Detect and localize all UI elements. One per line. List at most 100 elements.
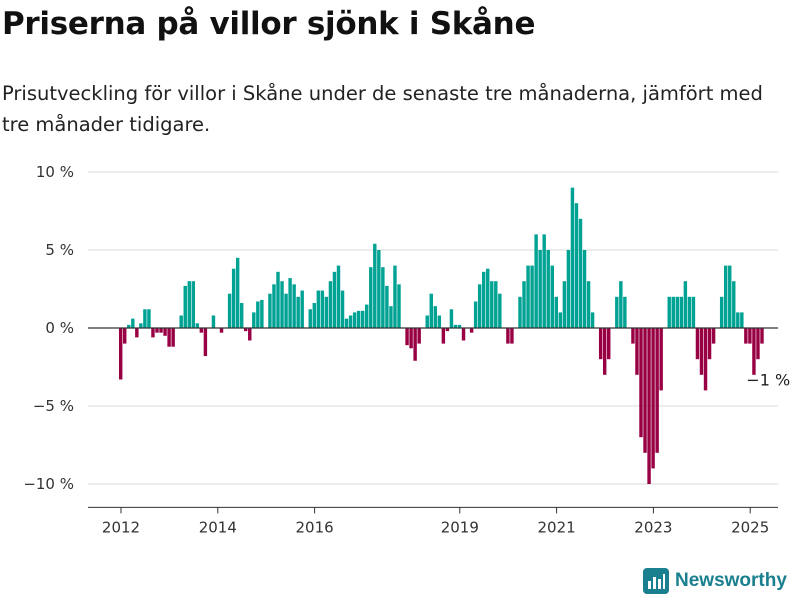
bar xyxy=(546,250,550,328)
bar xyxy=(413,328,417,361)
bar xyxy=(703,328,708,391)
bar xyxy=(679,296,684,328)
bar xyxy=(425,315,429,328)
bar xyxy=(748,328,752,344)
bar xyxy=(405,328,409,346)
bar xyxy=(619,281,623,328)
bar xyxy=(740,312,744,328)
bar xyxy=(340,290,345,328)
bar xyxy=(635,328,639,375)
bar xyxy=(623,296,627,328)
y-tick-label: −5 % xyxy=(33,397,74,415)
bar xyxy=(526,265,530,328)
bar xyxy=(252,312,256,328)
bar xyxy=(360,310,365,328)
bar xyxy=(643,328,647,453)
bar xyxy=(518,296,522,328)
bar xyxy=(239,303,244,328)
bar xyxy=(203,328,208,357)
bar xyxy=(578,218,583,328)
bar-chart: 10 % 5 % 0 % −5 % −10 % 2012 2014 2016 2019 2021 2… xyxy=(23,163,790,536)
bar xyxy=(260,299,264,328)
bar xyxy=(469,328,474,333)
bar xyxy=(131,318,135,328)
bar xyxy=(316,290,321,328)
bar xyxy=(393,265,397,328)
bar xyxy=(522,281,526,328)
tick-labels: 10 % 5 % 0 % −5 % −10 % 2012 2014 2016 2019 2021 2… xyxy=(23,163,790,536)
bar xyxy=(179,315,183,328)
bar xyxy=(167,328,171,347)
bar xyxy=(590,312,595,328)
bar xyxy=(461,328,466,341)
bar xyxy=(494,281,498,328)
bar xyxy=(687,296,692,328)
bar xyxy=(695,328,700,360)
grid-lines xyxy=(88,171,778,485)
bar xyxy=(288,278,292,328)
bar xyxy=(369,267,373,328)
bar xyxy=(562,281,567,328)
bar xyxy=(135,328,139,338)
page-subtitle: Prisutveckling för villor i Skåne under … xyxy=(2,82,763,136)
bar xyxy=(348,315,353,328)
bar xyxy=(570,187,575,328)
bar xyxy=(183,285,187,328)
bar xyxy=(147,309,151,328)
y-tick-label: −10 % xyxy=(23,475,74,493)
bar xyxy=(445,328,450,332)
bar xyxy=(320,290,325,328)
bar xyxy=(276,271,280,328)
bar xyxy=(647,328,651,484)
bar xyxy=(655,328,659,453)
bar xyxy=(352,312,357,328)
bar xyxy=(118,328,123,380)
x-tick-label: 2016 xyxy=(296,518,334,536)
bar xyxy=(566,250,571,328)
bar xyxy=(498,293,502,328)
latest-value-annotation: −1 % xyxy=(746,371,790,390)
logo-text: Newsworthy xyxy=(675,570,787,591)
bar xyxy=(191,281,196,328)
bar xyxy=(699,328,704,375)
bar xyxy=(300,290,304,328)
bar xyxy=(381,267,385,328)
bar xyxy=(506,328,510,344)
bar xyxy=(123,328,127,344)
bar xyxy=(284,293,288,328)
bar xyxy=(639,328,643,438)
bar xyxy=(344,318,349,328)
bar xyxy=(227,293,232,328)
bar xyxy=(139,323,143,328)
bar xyxy=(409,328,413,349)
bar xyxy=(691,296,696,328)
bar xyxy=(631,328,635,344)
bar xyxy=(373,243,377,328)
bar xyxy=(542,234,546,328)
bar xyxy=(195,323,200,328)
bar xyxy=(312,303,317,328)
bar xyxy=(187,281,191,328)
bar xyxy=(377,250,381,328)
page-title: Priserna på villor sjönk i Skåne xyxy=(2,6,536,42)
bar xyxy=(744,328,748,344)
bar xyxy=(211,315,216,328)
bar xyxy=(760,328,764,344)
bar xyxy=(574,203,579,328)
bar xyxy=(473,301,478,328)
bar xyxy=(728,265,732,328)
bar xyxy=(683,281,688,328)
bar xyxy=(336,265,341,328)
bar xyxy=(756,328,760,360)
bar xyxy=(550,265,554,328)
bar xyxy=(151,328,155,338)
bar xyxy=(538,250,542,328)
bar xyxy=(437,315,442,328)
bar xyxy=(615,296,619,328)
newsworthy-logo: Newsworthy xyxy=(643,568,787,594)
bar xyxy=(671,296,675,328)
bar xyxy=(558,312,563,328)
bar xyxy=(441,328,446,344)
bar xyxy=(453,324,458,328)
y-tick-label: 0 % xyxy=(45,319,74,337)
